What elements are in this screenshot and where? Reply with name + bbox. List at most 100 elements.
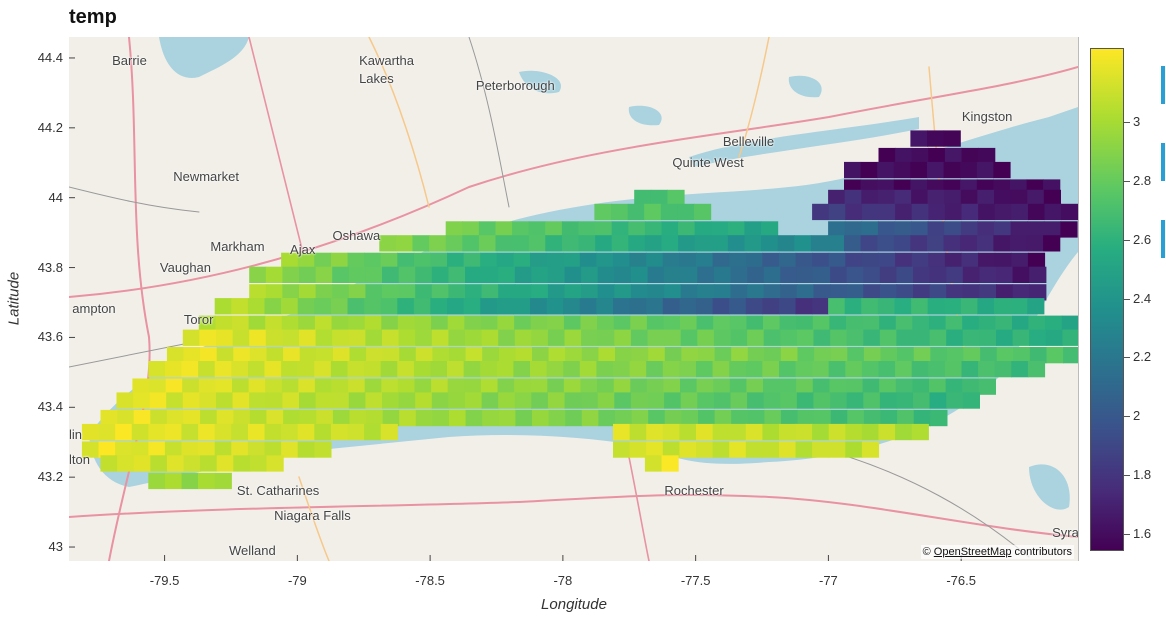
heatmap-cell bbox=[330, 252, 349, 269]
heatmap-cell bbox=[664, 392, 682, 409]
heatmap-cell bbox=[648, 409, 666, 427]
heatmap-cell bbox=[845, 252, 863, 269]
heatmap-cell bbox=[514, 378, 532, 395]
heatmap-cell bbox=[762, 361, 780, 378]
heatmap-cell bbox=[481, 392, 499, 409]
heatmap-cell bbox=[812, 252, 830, 269]
toolbar-marker-2[interactable] bbox=[1161, 143, 1165, 181]
heatmap-cell bbox=[264, 361, 282, 378]
heatmap-cell bbox=[496, 361, 514, 378]
heatmap-cell bbox=[380, 298, 398, 315]
heatmap-cell bbox=[299, 392, 317, 409]
heatmap-cell bbox=[214, 441, 232, 458]
heatmap-cell bbox=[727, 235, 745, 252]
heatmap-cell bbox=[182, 329, 200, 346]
heatmap-cell bbox=[281, 252, 299, 269]
heatmap-cell bbox=[993, 235, 1011, 252]
heatmap-cell bbox=[679, 361, 697, 378]
heatmap-cell bbox=[813, 329, 831, 346]
heatmap-cell bbox=[445, 221, 463, 238]
heatmap-cell bbox=[877, 161, 895, 179]
heatmap-cell bbox=[365, 266, 383, 283]
heatmap-cell bbox=[431, 266, 449, 283]
heatmap-cell bbox=[662, 441, 680, 458]
small-lake-3 bbox=[628, 105, 662, 126]
heatmap-cell bbox=[364, 361, 382, 378]
heatmap-cell bbox=[679, 298, 697, 315]
heatmap-cell bbox=[348, 378, 366, 395]
toolbar-marker-1[interactable] bbox=[1161, 66, 1165, 104]
heatmap-cell bbox=[514, 284, 532, 301]
heatmap-cell bbox=[547, 378, 565, 395]
heatmap-cell bbox=[780, 266, 798, 283]
heatmap-cell bbox=[314, 423, 332, 441]
heatmap-cell bbox=[714, 347, 732, 364]
heatmap-cell bbox=[214, 361, 232, 378]
heatmap-cell bbox=[730, 266, 748, 283]
heatmap-cell bbox=[662, 298, 680, 315]
heatmap-cell bbox=[946, 347, 965, 364]
heatmap-cell bbox=[664, 347, 682, 364]
toolbar-marker-3[interactable] bbox=[1161, 220, 1165, 258]
heatmap-cell bbox=[861, 252, 880, 269]
heatmap-cell bbox=[314, 361, 332, 378]
heatmap-cell bbox=[462, 221, 480, 238]
heatmap-cell bbox=[399, 409, 417, 427]
heatmap-cell bbox=[432, 409, 450, 427]
heatmap-cell bbox=[182, 378, 200, 395]
heatmap-cell bbox=[729, 298, 747, 315]
heatmap-cell bbox=[531, 266, 549, 283]
heatmap-cell bbox=[913, 409, 931, 427]
heatmap-cell bbox=[846, 378, 864, 395]
heatmap-cell bbox=[481, 329, 499, 346]
heatmap-cell bbox=[631, 409, 649, 427]
heatmap-cell bbox=[945, 315, 963, 332]
heatmap-cell bbox=[132, 378, 150, 395]
heatmap-cell bbox=[780, 347, 799, 364]
heatmap-cell bbox=[828, 221, 846, 238]
heatmap-cell bbox=[415, 392, 433, 409]
heatmap-cell bbox=[629, 423, 647, 441]
heatmap-cell bbox=[133, 455, 151, 472]
heatmap-cell bbox=[978, 252, 996, 269]
heatmap-cell bbox=[962, 266, 980, 283]
heatmap-cell bbox=[1045, 315, 1063, 332]
heatmap-cell bbox=[943, 235, 961, 252]
heatmap-cell bbox=[117, 455, 135, 472]
heatmap-cell bbox=[929, 266, 947, 283]
heatmap-cell bbox=[398, 329, 416, 346]
heatmap-cell bbox=[1011, 203, 1029, 221]
attribution-suffix: contributors bbox=[1014, 546, 1072, 558]
heatmap-cell bbox=[133, 392, 151, 409]
heatmap-cell bbox=[514, 329, 532, 346]
place-label: Ajax bbox=[290, 242, 316, 258]
attribution-link[interactable]: OpenStreetMap bbox=[933, 546, 1012, 558]
map-plot[interactable] bbox=[69, 37, 1078, 561]
heatmap-cell bbox=[814, 409, 832, 427]
heatmap-cell bbox=[397, 361, 415, 378]
heatmap-cell bbox=[681, 347, 699, 364]
colorbar-tick bbox=[1124, 357, 1130, 359]
heatmap-cell bbox=[166, 347, 185, 364]
heatmap-cell bbox=[247, 361, 266, 378]
heatmap-cell bbox=[448, 329, 466, 346]
map-viewport[interactable]: Barrie Kawartha Lakes Peterborough Kingston B… bbox=[69, 37, 1079, 561]
heatmap-cell bbox=[614, 392, 632, 409]
heatmap-cell bbox=[679, 252, 697, 269]
heatmap-cell bbox=[581, 347, 599, 364]
heatmap-cell bbox=[281, 378, 299, 395]
heatmap-cell bbox=[380, 361, 398, 378]
attribution-prefix: © bbox=[922, 546, 931, 558]
heatmap-cell bbox=[679, 423, 697, 441]
heatmap-cell bbox=[265, 378, 283, 395]
heatmap-cell bbox=[415, 284, 433, 301]
heatmap-cell bbox=[764, 347, 782, 364]
heatmap-cell bbox=[181, 472, 199, 490]
heatmap-cell bbox=[348, 392, 366, 409]
heatmap-cell bbox=[597, 378, 615, 395]
y-tick-label: 44 bbox=[48, 189, 63, 205]
heatmap-cell bbox=[265, 266, 283, 283]
heatmap-cell bbox=[696, 315, 714, 332]
heatmap-cell bbox=[812, 423, 830, 441]
heatmap-cell bbox=[480, 252, 498, 269]
